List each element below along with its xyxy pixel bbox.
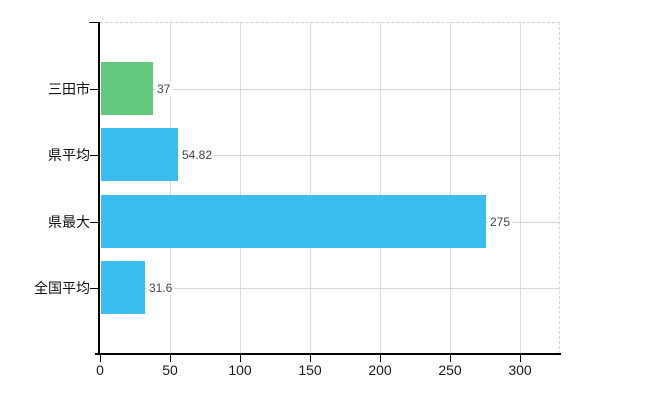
- x-axis-tick-label: 200: [368, 362, 392, 378]
- x-axis-tick: [310, 355, 311, 362]
- grid-line-vertical: [380, 22, 381, 354]
- bar-value-label: 31.6: [147, 281, 175, 295]
- grid-line-horizontal: [100, 89, 560, 90]
- y-axis-label: 三田市: [48, 81, 90, 97]
- x-axis-tick: [380, 355, 381, 362]
- grid-line-vertical: [450, 22, 451, 354]
- y-axis-tick: [90, 89, 98, 90]
- y-axis-tick: [90, 222, 98, 223]
- y-axis-tick: [90, 155, 98, 156]
- grid-line-vertical: [170, 22, 171, 354]
- y-axis-top-tick: [89, 22, 98, 23]
- y-axis-label: 県最大: [48, 214, 90, 230]
- grid-line-horizontal: [100, 155, 560, 156]
- bar-value-label: 275: [488, 215, 513, 229]
- bar: [101, 62, 153, 115]
- x-axis-tick: [170, 355, 171, 362]
- x-axis-tick-label: 300: [508, 362, 532, 378]
- grid-line-vertical: [240, 22, 241, 354]
- x-axis-tick-label: 50: [162, 362, 178, 378]
- bar: [101, 195, 486, 248]
- x-axis-line: [95, 353, 561, 355]
- plot-right-border: [559, 22, 560, 354]
- x-axis-tick-label: 100: [228, 362, 252, 378]
- x-axis-tick-label: 0: [96, 362, 104, 378]
- y-axis-tick: [90, 288, 98, 289]
- grid-line-horizontal: [100, 288, 560, 289]
- x-axis-tick: [240, 355, 241, 362]
- y-axis-label: 県平均: [48, 147, 90, 163]
- bar-value-label: 54.82: [180, 148, 215, 162]
- plot-top-border: [100, 22, 560, 23]
- x-axis-tick: [450, 355, 451, 362]
- bar: [101, 128, 178, 181]
- grid-line-vertical: [520, 22, 521, 354]
- y-axis-label: 全国平均: [34, 280, 90, 296]
- grid-line-vertical: [310, 22, 311, 354]
- plot-area: 37 54.82 275 31.6: [100, 22, 560, 354]
- bar: [101, 261, 145, 314]
- x-axis-tick: [100, 355, 101, 362]
- x-axis-tick-label: 250: [438, 362, 462, 378]
- x-axis-tick-label: 150: [298, 362, 322, 378]
- x-axis-tick: [520, 355, 521, 362]
- bar-value-label: 37: [155, 82, 173, 96]
- y-axis-line: [98, 22, 100, 355]
